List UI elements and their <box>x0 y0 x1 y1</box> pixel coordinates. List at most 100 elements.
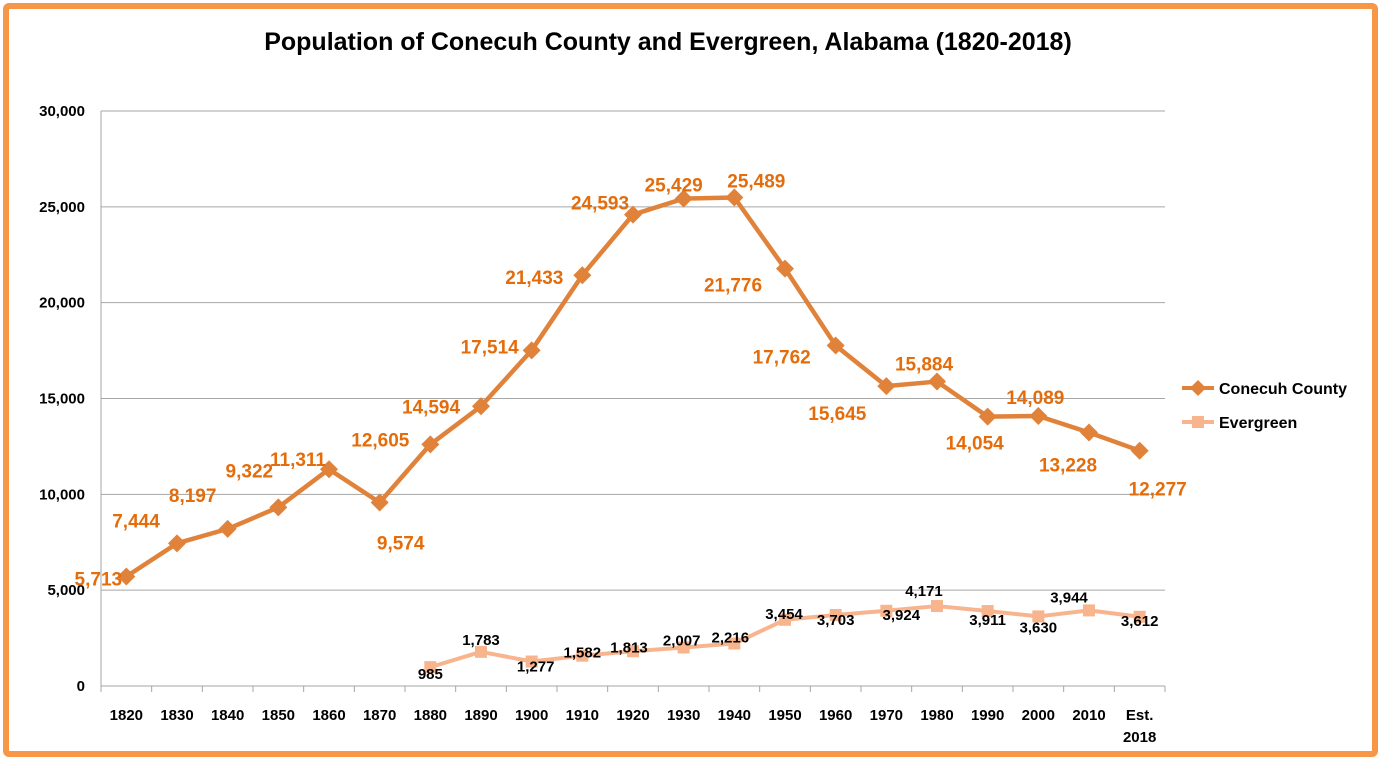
x-tick-label: 1870 <box>363 707 396 724</box>
data-label-conecuh: 25,429 <box>645 176 703 197</box>
data-label-evergreen: 3,911 <box>969 612 1006 629</box>
data-point-conecuh <box>1080 423 1098 442</box>
data-label-conecuh: 17,762 <box>753 348 811 369</box>
data-label-evergreen: 2,216 <box>712 630 750 647</box>
y-tick-label: 20,000 <box>39 295 85 312</box>
data-label-conecuh: 14,089 <box>1006 388 1064 409</box>
data-point-conecuh <box>269 498 288 517</box>
legend-square-icon <box>1192 416 1204 428</box>
data-label-evergreen: 1,813 <box>610 639 648 656</box>
data-point-evergreen <box>677 641 690 654</box>
data-label-evergreen: 1,582 <box>564 645 602 662</box>
data-point-conecuh <box>472 397 490 416</box>
y-tick-label: 5,000 <box>47 582 85 599</box>
data-label-evergreen: 4,171 <box>905 583 943 600</box>
data-point-evergreen <box>880 604 893 617</box>
x-tick-label: 1830 <box>160 707 193 724</box>
data-point-conecuh <box>978 407 997 426</box>
data-label-evergreen: 3,630 <box>1020 619 1058 636</box>
data-point-conecuh <box>725 188 744 207</box>
data-point-evergreen <box>627 645 639 658</box>
data-point-conecuh <box>117 567 136 586</box>
data-point-conecuh <box>624 205 642 224</box>
x-tick-label: 1840 <box>211 707 244 724</box>
data-label-evergreen: 985 <box>418 666 443 683</box>
x-tick-label: 1960 <box>819 707 852 724</box>
data-point-conecuh <box>522 341 541 360</box>
x-tick-label: 1940 <box>718 707 751 724</box>
data-point-conecuh <box>776 259 794 278</box>
data-point-conecuh <box>826 336 845 355</box>
data-point-evergreen <box>424 661 437 674</box>
y-tick-label: 15,000 <box>39 391 85 408</box>
x-tick-label: 1860 <box>312 707 345 724</box>
data-point-evergreen <box>728 637 741 650</box>
data-label-conecuh: 12,277 <box>1129 480 1187 501</box>
x-tick-label: 1920 <box>616 707 649 724</box>
x-tick-label: 1880 <box>414 707 447 724</box>
data-label-evergreen: 2,007 <box>663 633 701 650</box>
x-tick-label: 1910 <box>566 707 599 724</box>
data-label-evergreen: 1,783 <box>462 632 500 649</box>
data-label-conecuh: 9,574 <box>377 533 425 554</box>
data-label-conecuh: 8,197 <box>169 486 217 507</box>
data-label-conecuh: 24,593 <box>571 194 629 215</box>
data-label-conecuh: 13,228 <box>1039 455 1097 476</box>
data-label-conecuh: 11,311 <box>270 450 326 471</box>
data-point-evergreen <box>475 645 487 658</box>
data-point-conecuh <box>1130 441 1149 460</box>
data-label-evergreen: 1,277 <box>517 659 555 676</box>
data-point-evergreen <box>525 655 538 668</box>
data-point-evergreen <box>931 600 943 613</box>
y-tick-label: 25,000 <box>39 199 85 216</box>
legend-label: Evergreen <box>1219 415 1297 432</box>
data-label-conecuh: 5,713 <box>75 570 123 591</box>
x-tick-label: 2010 <box>1072 707 1105 724</box>
data-point-conecuh <box>370 493 389 512</box>
x-tick-label: 1890 <box>464 707 497 724</box>
data-label-conecuh: 14,594 <box>402 397 461 418</box>
data-label-conecuh: 17,514 <box>461 337 520 358</box>
data-point-conecuh <box>674 189 693 208</box>
data-label-evergreen: 3,612 <box>1121 613 1159 630</box>
data-point-conecuh <box>218 519 237 538</box>
data-point-evergreen <box>779 613 791 626</box>
data-point-conecuh <box>421 435 440 454</box>
data-point-evergreen <box>1032 610 1045 623</box>
y-tick-label: 0 <box>77 678 85 695</box>
y-tick-label: 10,000 <box>39 486 85 503</box>
data-point-conecuh <box>168 534 186 553</box>
data-point-evergreen <box>576 649 589 662</box>
x-tick-label: 1900 <box>515 707 548 724</box>
data-point-conecuh <box>320 460 338 479</box>
x-tick-label: 1970 <box>870 707 903 724</box>
data-point-evergreen <box>829 609 842 622</box>
data-label-conecuh: 15,645 <box>808 404 867 425</box>
data-point-evergreen <box>981 605 994 618</box>
x-tick-label: 1850 <box>262 707 295 724</box>
x-tick-label: 2018 <box>1123 729 1156 746</box>
data-label-conecuh: 7,444 <box>112 511 160 532</box>
chart-title: Population of Conecuh County and Evergre… <box>264 28 1072 56</box>
x-tick-label: 1990 <box>971 707 1004 724</box>
data-point-evergreen <box>1083 604 1095 617</box>
data-label-conecuh: 12,605 <box>351 430 410 451</box>
x-tick-label: Est. <box>1126 707 1154 724</box>
data-label-evergreen: 3,944 <box>1050 589 1088 606</box>
y-tick-label: 30,000 <box>39 103 85 120</box>
data-label-conecuh: 9,322 <box>226 461 274 482</box>
data-label-conecuh: 25,489 <box>727 171 785 192</box>
data-label-conecuh: 15,884 <box>895 355 954 376</box>
series-line-conecuh-county <box>125 195 1141 579</box>
data-label-evergreen: 3,703 <box>817 612 855 629</box>
data-label-conecuh: 14,054 <box>946 434 1005 455</box>
x-tick-label: 1930 <box>667 707 700 724</box>
data-label-evergreen: 3,454 <box>765 606 803 623</box>
data-label-evergreen: 3,924 <box>883 607 921 624</box>
x-tick-label: 1980 <box>920 707 953 724</box>
data-point-conecuh <box>928 372 946 391</box>
data-point-evergreen <box>1133 610 1146 623</box>
data-point-conecuh <box>573 266 592 285</box>
x-tick-label: 1950 <box>768 707 801 724</box>
chart-frame <box>3 3 1378 757</box>
